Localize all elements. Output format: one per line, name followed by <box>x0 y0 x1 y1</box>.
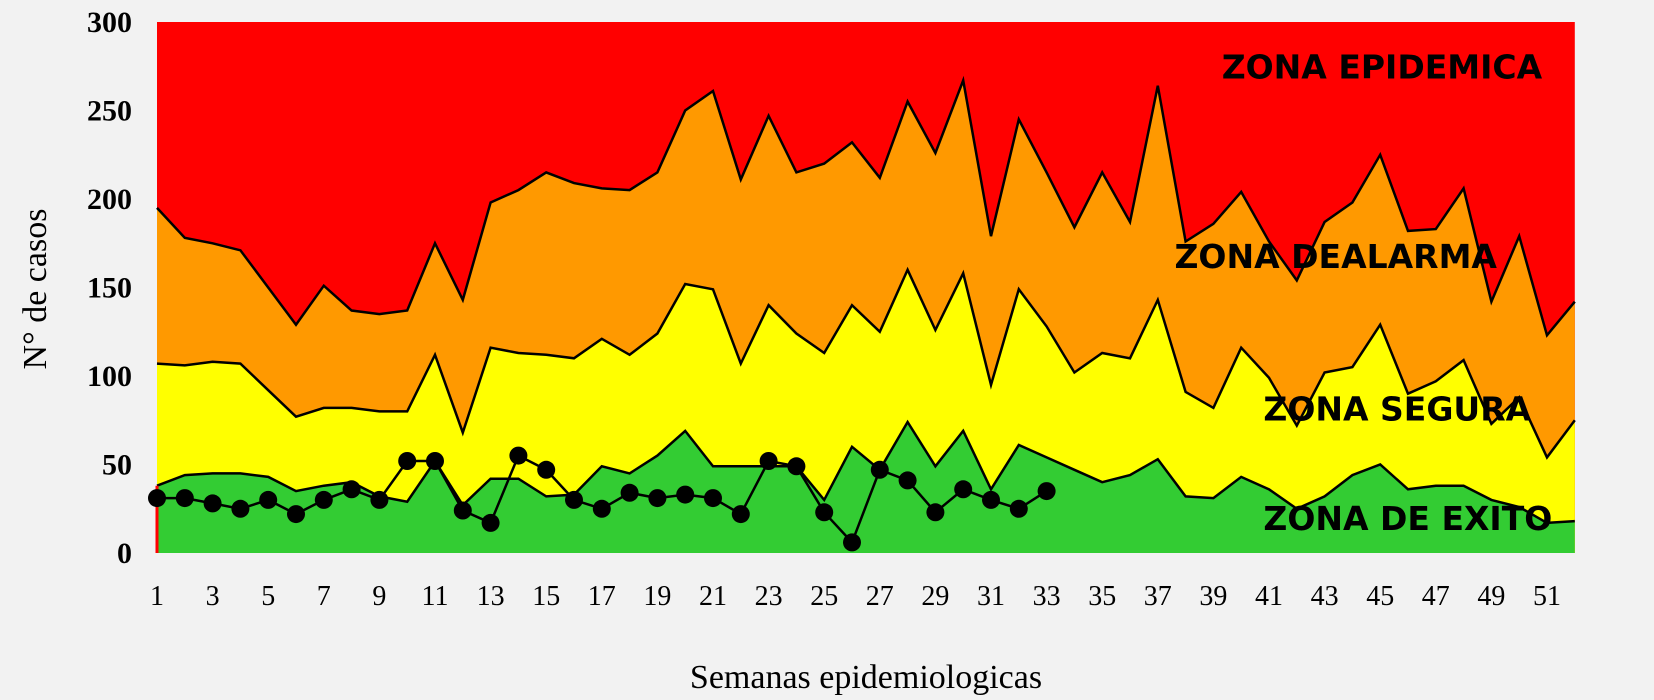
x-tick-label: 21 <box>699 581 727 612</box>
cases-point <box>843 533 861 552</box>
cases-point <box>398 452 417 470</box>
x-tick-label: 39 <box>1199 581 1227 612</box>
cases-point <box>704 489 722 508</box>
cases-point <box>1009 499 1028 518</box>
cases-point <box>537 460 556 479</box>
x-tick-label: 23 <box>755 581 783 612</box>
cases-point <box>759 452 778 470</box>
zone-label: ZONA DEALARMA <box>1175 237 1498 276</box>
zone-areas <box>155 22 1576 554</box>
y-tick-label: 100 <box>87 360 132 393</box>
zone-boundary-zona-de-exito <box>156 419 1575 525</box>
x-tick-label: 7 <box>317 581 331 612</box>
x-tick-label: 9 <box>372 581 386 612</box>
cases-point <box>370 490 389 509</box>
x-axis-ticks: 1 3 5 7 9 11 13 15 17 19 21 23 25 27 29 31 33 35 37 39 41 43 4… <box>150 581 1561 612</box>
y-tick-label: 250 <box>87 95 132 128</box>
x-tick-label: 5 <box>261 581 275 612</box>
x-tick-label: 47 <box>1422 581 1450 612</box>
cases-point <box>592 499 611 518</box>
y-tick-label: 300 <box>87 6 132 39</box>
x-tick-label: 51 <box>1533 581 1561 612</box>
cases-point <box>175 489 194 508</box>
zone-label: ZONA SEGURA <box>1263 389 1531 428</box>
x-tick-label: 3 <box>206 581 220 612</box>
x-tick-label: 19 <box>643 581 671 612</box>
x-tick-label: 37 <box>1144 581 1172 612</box>
x-tick-label: 15 <box>532 581 560 612</box>
y-axis-label: N° de casos <box>17 209 54 370</box>
cases-point <box>1037 482 1056 501</box>
zone-boundary-zona-segura <box>156 266 1576 460</box>
cases-point <box>509 446 528 465</box>
zone-boundary-zona-dealarma <box>156 75 1576 338</box>
cases-point <box>565 490 583 509</box>
zone-annotations: ZONA EPIDEMICA ZONA DEALARMA ZONA SEGURA ZO… <box>1175 48 1553 538</box>
x-tick-label: 13 <box>477 581 505 612</box>
cases-point <box>148 489 166 508</box>
cases-point <box>481 513 500 532</box>
x-tick-label: 45 <box>1366 581 1394 612</box>
y-tick-label: 50 <box>102 449 132 482</box>
zone-area-zona-de-exito <box>157 422 1575 553</box>
y-tick-label: 150 <box>87 272 132 305</box>
x-tick-label: 43 <box>1311 581 1339 612</box>
x-tick-label: 1 <box>150 581 164 612</box>
cases-point <box>342 480 361 499</box>
x-tick-label: 31 <box>977 581 1005 612</box>
zone-label: ZONA DE EXITO <box>1263 499 1552 538</box>
cases-point <box>620 483 639 502</box>
x-tick-label: 27 <box>866 581 894 612</box>
cases-point <box>259 490 278 509</box>
x-tick-label: 29 <box>921 581 949 612</box>
x-tick-label: 33 <box>1033 581 1061 612</box>
cases-point <box>815 503 834 522</box>
y-tick-label: 200 <box>87 183 132 216</box>
cases-point <box>926 503 945 522</box>
x-tick-label: 25 <box>810 581 838 612</box>
x-tick-label: 17 <box>588 581 616 612</box>
cases-point <box>287 505 305 524</box>
x-tick-label: 41 <box>1255 581 1283 612</box>
x-tick-label: 35 <box>1088 581 1116 612</box>
cases-series <box>148 446 1056 552</box>
cases-point <box>648 489 667 508</box>
x-axis-label: Semanas epidemiologicas <box>690 659 1042 696</box>
cases-point <box>231 499 250 518</box>
cases-point <box>426 452 444 470</box>
cases-point <box>787 457 806 476</box>
cases-point <box>898 471 917 490</box>
x-tick-label: 11 <box>422 581 449 612</box>
cases-point <box>982 490 1000 509</box>
cases-point <box>453 501 472 520</box>
cases-point <box>731 505 750 524</box>
y-tick-label: 0 <box>117 537 132 570</box>
cases-point <box>870 460 889 479</box>
cases-point <box>314 490 333 509</box>
zone-label: ZONA EPIDEMICA <box>1222 48 1543 87</box>
cases-point <box>954 480 973 499</box>
y-axis-ticks: 0 50 100 150 200 250 300 <box>87 6 132 570</box>
cases-point <box>676 485 695 504</box>
cases-point <box>203 494 222 513</box>
x-tick-label: 49 <box>1477 581 1505 612</box>
